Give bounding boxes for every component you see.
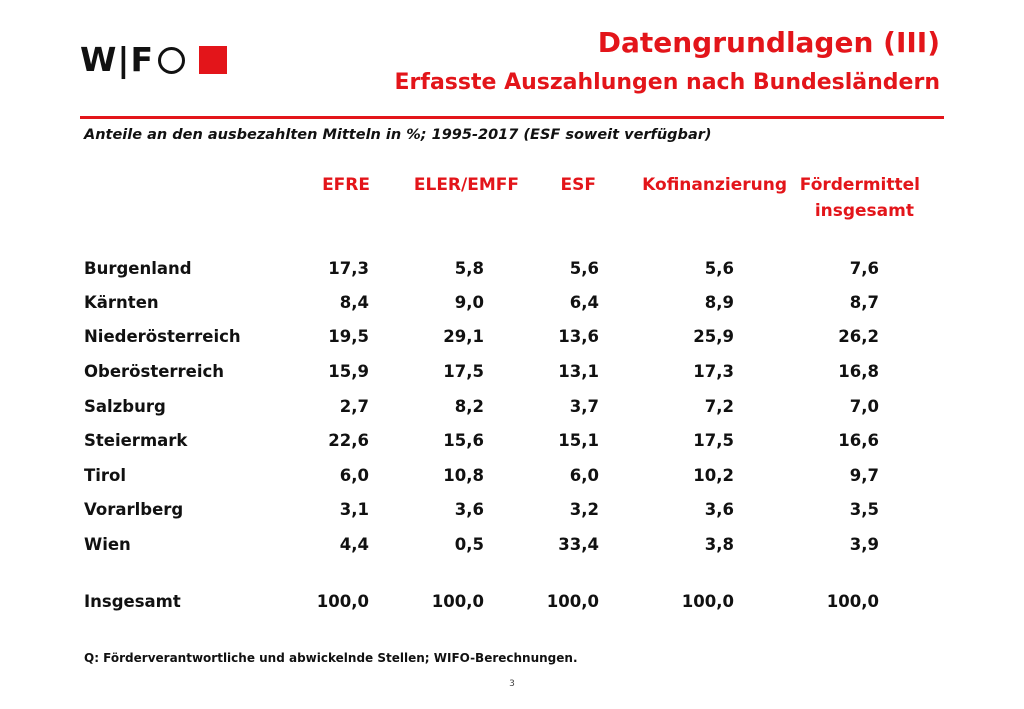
page-title: Datengrundlagen (III) [597,26,940,59]
col-header-kofinanzierung: Kofinanzierung [642,175,787,195]
wifo-logo: W|F [80,40,227,79]
table-cell: 7,0 [849,397,879,416]
table-cell: 13,1 [558,362,599,381]
table-cell: 100,0 [431,592,484,611]
table-cell: 19,5 [328,327,369,346]
logo-text: W|F [80,40,154,79]
table-cell: 5,6 [704,259,734,278]
logo-circle-icon [158,46,185,74]
table-cell: 8,4 [339,293,369,312]
col-header-efre: EFRE [322,175,370,195]
table-cell: 9,0 [454,293,484,312]
table-cell: 3,6 [704,500,734,519]
table-cell: 17,3 [693,362,734,381]
row-label-row-6: Tirol [84,466,127,485]
row-label-row-2: Niederösterreich [84,327,241,346]
table-cell: 10,8 [443,466,484,485]
page-number: 3 [509,679,515,689]
table-cell: 3,8 [704,535,734,554]
table-cell: 5,6 [569,259,599,278]
row-label-row-8: Wien [84,535,131,554]
page-subtitle: Erfasste Auszahlungen nach Bundesländern [394,70,941,95]
table-cell: 4,4 [339,535,369,554]
table-cell: 17,3 [328,259,369,278]
row-label-row-0: Burgenland [84,259,192,278]
row-label-row-5: Steiermark [84,431,188,450]
table-cell: 29,1 [443,327,484,346]
table-cell: 7,2 [704,397,734,416]
table-cell: 9,7 [849,466,879,485]
table-cell: 15,9 [328,362,369,381]
table-caption: Anteile an den ausbezahlten Mitteln in %… [84,127,712,143]
table-cell: 2,7 [339,397,369,416]
table-cell: 25,9 [693,327,734,346]
table-cell: 3,1 [339,500,369,519]
table-cell: 10,2 [693,466,734,485]
row-label-row-3: Oberösterreich [84,362,225,381]
table-cell: 33,4 [558,535,599,554]
table-cell: 16,8 [838,362,879,381]
table-cell: 17,5 [443,362,484,381]
col-header-foerdermittel: Fördermittel [799,175,920,195]
table-cell: 3,9 [849,535,879,554]
table-cell: 3,7 [569,397,599,416]
table-cell: 15,1 [558,431,599,450]
table-cell: 100,0 [826,592,879,611]
table-cell: 15,6 [443,431,484,450]
table-cell: 100,0 [316,592,369,611]
row-label-row-7: Vorarlberg [84,500,184,519]
row-label-total: Insgesamt [84,592,181,611]
col-header-esf: ESF [560,175,596,195]
table-cell: 7,6 [849,259,879,278]
table-cell: 22,6 [328,431,369,450]
row-label-row-4: Salzburg [84,397,166,416]
table-cell: 8,2 [454,397,484,416]
row-label-row-1: Kärnten [84,293,159,312]
table-cell: 16,6 [838,431,879,450]
table-cell: 8,7 [849,293,879,312]
title-divider [80,116,944,119]
table-cell: 100,0 [681,592,734,611]
table-cell: 6,0 [569,466,599,485]
logo-square-icon [199,46,227,74]
table-cell: 6,4 [569,293,599,312]
table-cell: 8,9 [704,293,734,312]
table-cell: 26,2 [838,327,879,346]
table-cell: 5,8 [454,259,484,278]
table-cell: 3,6 [454,500,484,519]
table-cell: 6,0 [339,466,369,485]
table-cell: 3,2 [569,500,599,519]
col-header-insgesamt: insgesamt [814,201,914,221]
table-cell: 0,5 [454,535,484,554]
table-cell: 100,0 [546,592,599,611]
table-cell: 17,5 [693,431,734,450]
col-header-eler-emff: ELER/EMFF [413,175,519,195]
table-cell: 3,5 [849,500,879,519]
table-cell: 13,6 [558,327,599,346]
source-note: Q: Förderverantwortliche und abwickelnde… [84,651,578,665]
